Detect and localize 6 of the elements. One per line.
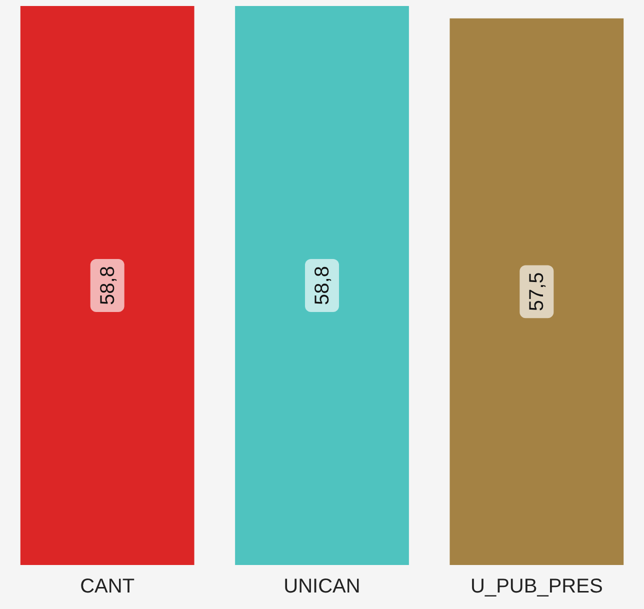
x-tick-label: U_PUB_PRES <box>470 576 603 598</box>
data-label: 58,8 <box>96 266 119 305</box>
data-label: 58,8 <box>312 266 334 305</box>
x-tick-label: UNICAN <box>284 576 360 598</box>
data-label: 57,5 <box>526 272 548 312</box>
x-tick-label: CANT <box>80 576 135 598</box>
